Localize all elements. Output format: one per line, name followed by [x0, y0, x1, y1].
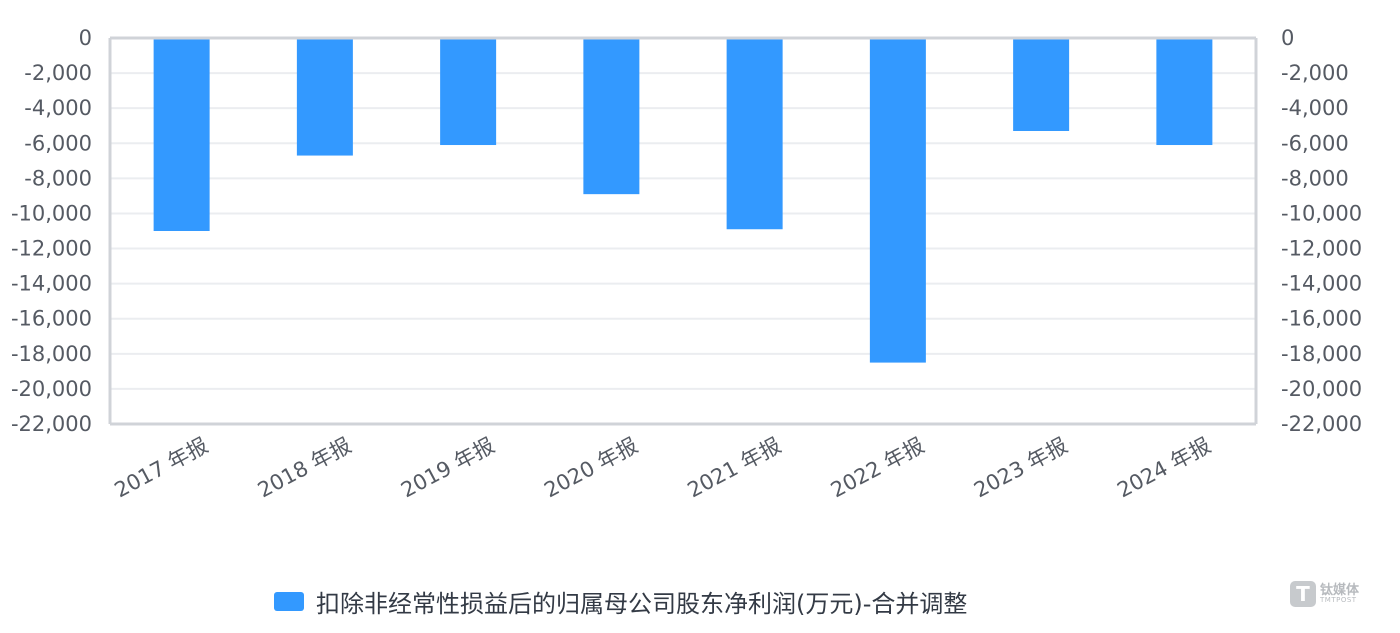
legend-label: 扣除非经常性损益后的归属母公司股东净利润(万元)-合并调整: [316, 589, 968, 618]
y-tick-label-right: 0: [1281, 26, 1294, 50]
y-tick-label-left: -10,000: [11, 201, 92, 225]
y-tick-label-right: -4,000: [1281, 96, 1349, 120]
x-tick-label: 2018 年报: [254, 433, 355, 502]
bar[interactable]: [153, 38, 210, 231]
x-tick-label: 2019 年报: [397, 433, 498, 502]
x-tick-label: 2023 年报: [970, 433, 1071, 502]
y-tick-label-right: -22,000: [1281, 412, 1362, 436]
bar[interactable]: [296, 38, 353, 156]
y-tick-label-right: -2,000: [1281, 61, 1349, 85]
legend-swatch: [274, 591, 304, 611]
y-tick-label-right: -18,000: [1281, 342, 1362, 366]
y-tick-label-right: -6,000: [1281, 131, 1349, 155]
bars: [153, 38, 1213, 363]
watermark-mark: T: [1290, 581, 1316, 607]
bar[interactable]: [726, 38, 783, 230]
x-tick-label: 2022 年报: [827, 433, 928, 502]
y-tick-label-left: -16,000: [11, 307, 92, 331]
y-tick-label-right: -10,000: [1281, 201, 1362, 225]
bar[interactable]: [869, 38, 926, 363]
bar[interactable]: [583, 38, 640, 195]
x-axis-ticks: 2017 年报 2018 年报 2019 年报 2020 年报 2021 年报 2022 …: [111, 433, 1215, 502]
y-tick-label-left: -6,000: [24, 131, 92, 155]
legend[interactable]: 扣除非经常性损益后的归属母公司股东净利润(万元)-合并调整: [274, 584, 967, 618]
y-tick-label-left: 0: [79, 26, 92, 50]
y-tick-label-right: -8,000: [1281, 166, 1349, 190]
y-axis-right-ticks: 0 -2,000 -4,000 -6,000 -8,000 -10,000 -12,000 -…: [1281, 26, 1362, 436]
bar-chart: 0 -2,000 -4,000 -6,000 -8,000 -10,000 -12,000 -…: [11, 26, 1362, 502]
y-tick-label-left: -18,000: [11, 342, 92, 366]
y-tick-label-left: -8,000: [24, 166, 92, 190]
y-tick-label-right: -12,000: [1281, 237, 1362, 261]
x-tick-label: 2021 年报: [684, 433, 785, 502]
bar[interactable]: [1156, 38, 1213, 146]
watermark-text: 钛媒体: [1320, 583, 1360, 598]
y-tick-label-left: -2,000: [24, 61, 92, 85]
watermark-subtext: TMTPOST: [1320, 596, 1357, 604]
grid-lines: [110, 72, 1256, 390]
y-tick-label-right: -14,000: [1281, 272, 1362, 296]
y-tick-label-right: -20,000: [1281, 377, 1362, 401]
y-tick-label-left: -14,000: [11, 272, 92, 296]
y-tick-label-left: -12,000: [11, 237, 92, 261]
bar[interactable]: [440, 38, 497, 146]
x-tick-label: 2017 年报: [111, 433, 212, 502]
x-tick-label: 2024 年报: [1113, 433, 1214, 502]
bar[interactable]: [1013, 38, 1070, 131]
y-axis-left-ticks: 0 -2,000 -4,000 -6,000 -8,000 -10,000 -12,000 -…: [11, 26, 92, 436]
y-tick-label-left: -22,000: [11, 412, 92, 436]
y-tick-label-right: -16,000: [1281, 307, 1362, 331]
axes: [108, 36, 1258, 426]
watermark-logo: T 钛媒体 TMTPOST: [1290, 581, 1359, 607]
y-tick-label-left: -20,000: [11, 377, 92, 401]
y-tick-label-left: -4,000: [24, 96, 92, 120]
x-tick-label: 2020 年报: [540, 433, 641, 502]
